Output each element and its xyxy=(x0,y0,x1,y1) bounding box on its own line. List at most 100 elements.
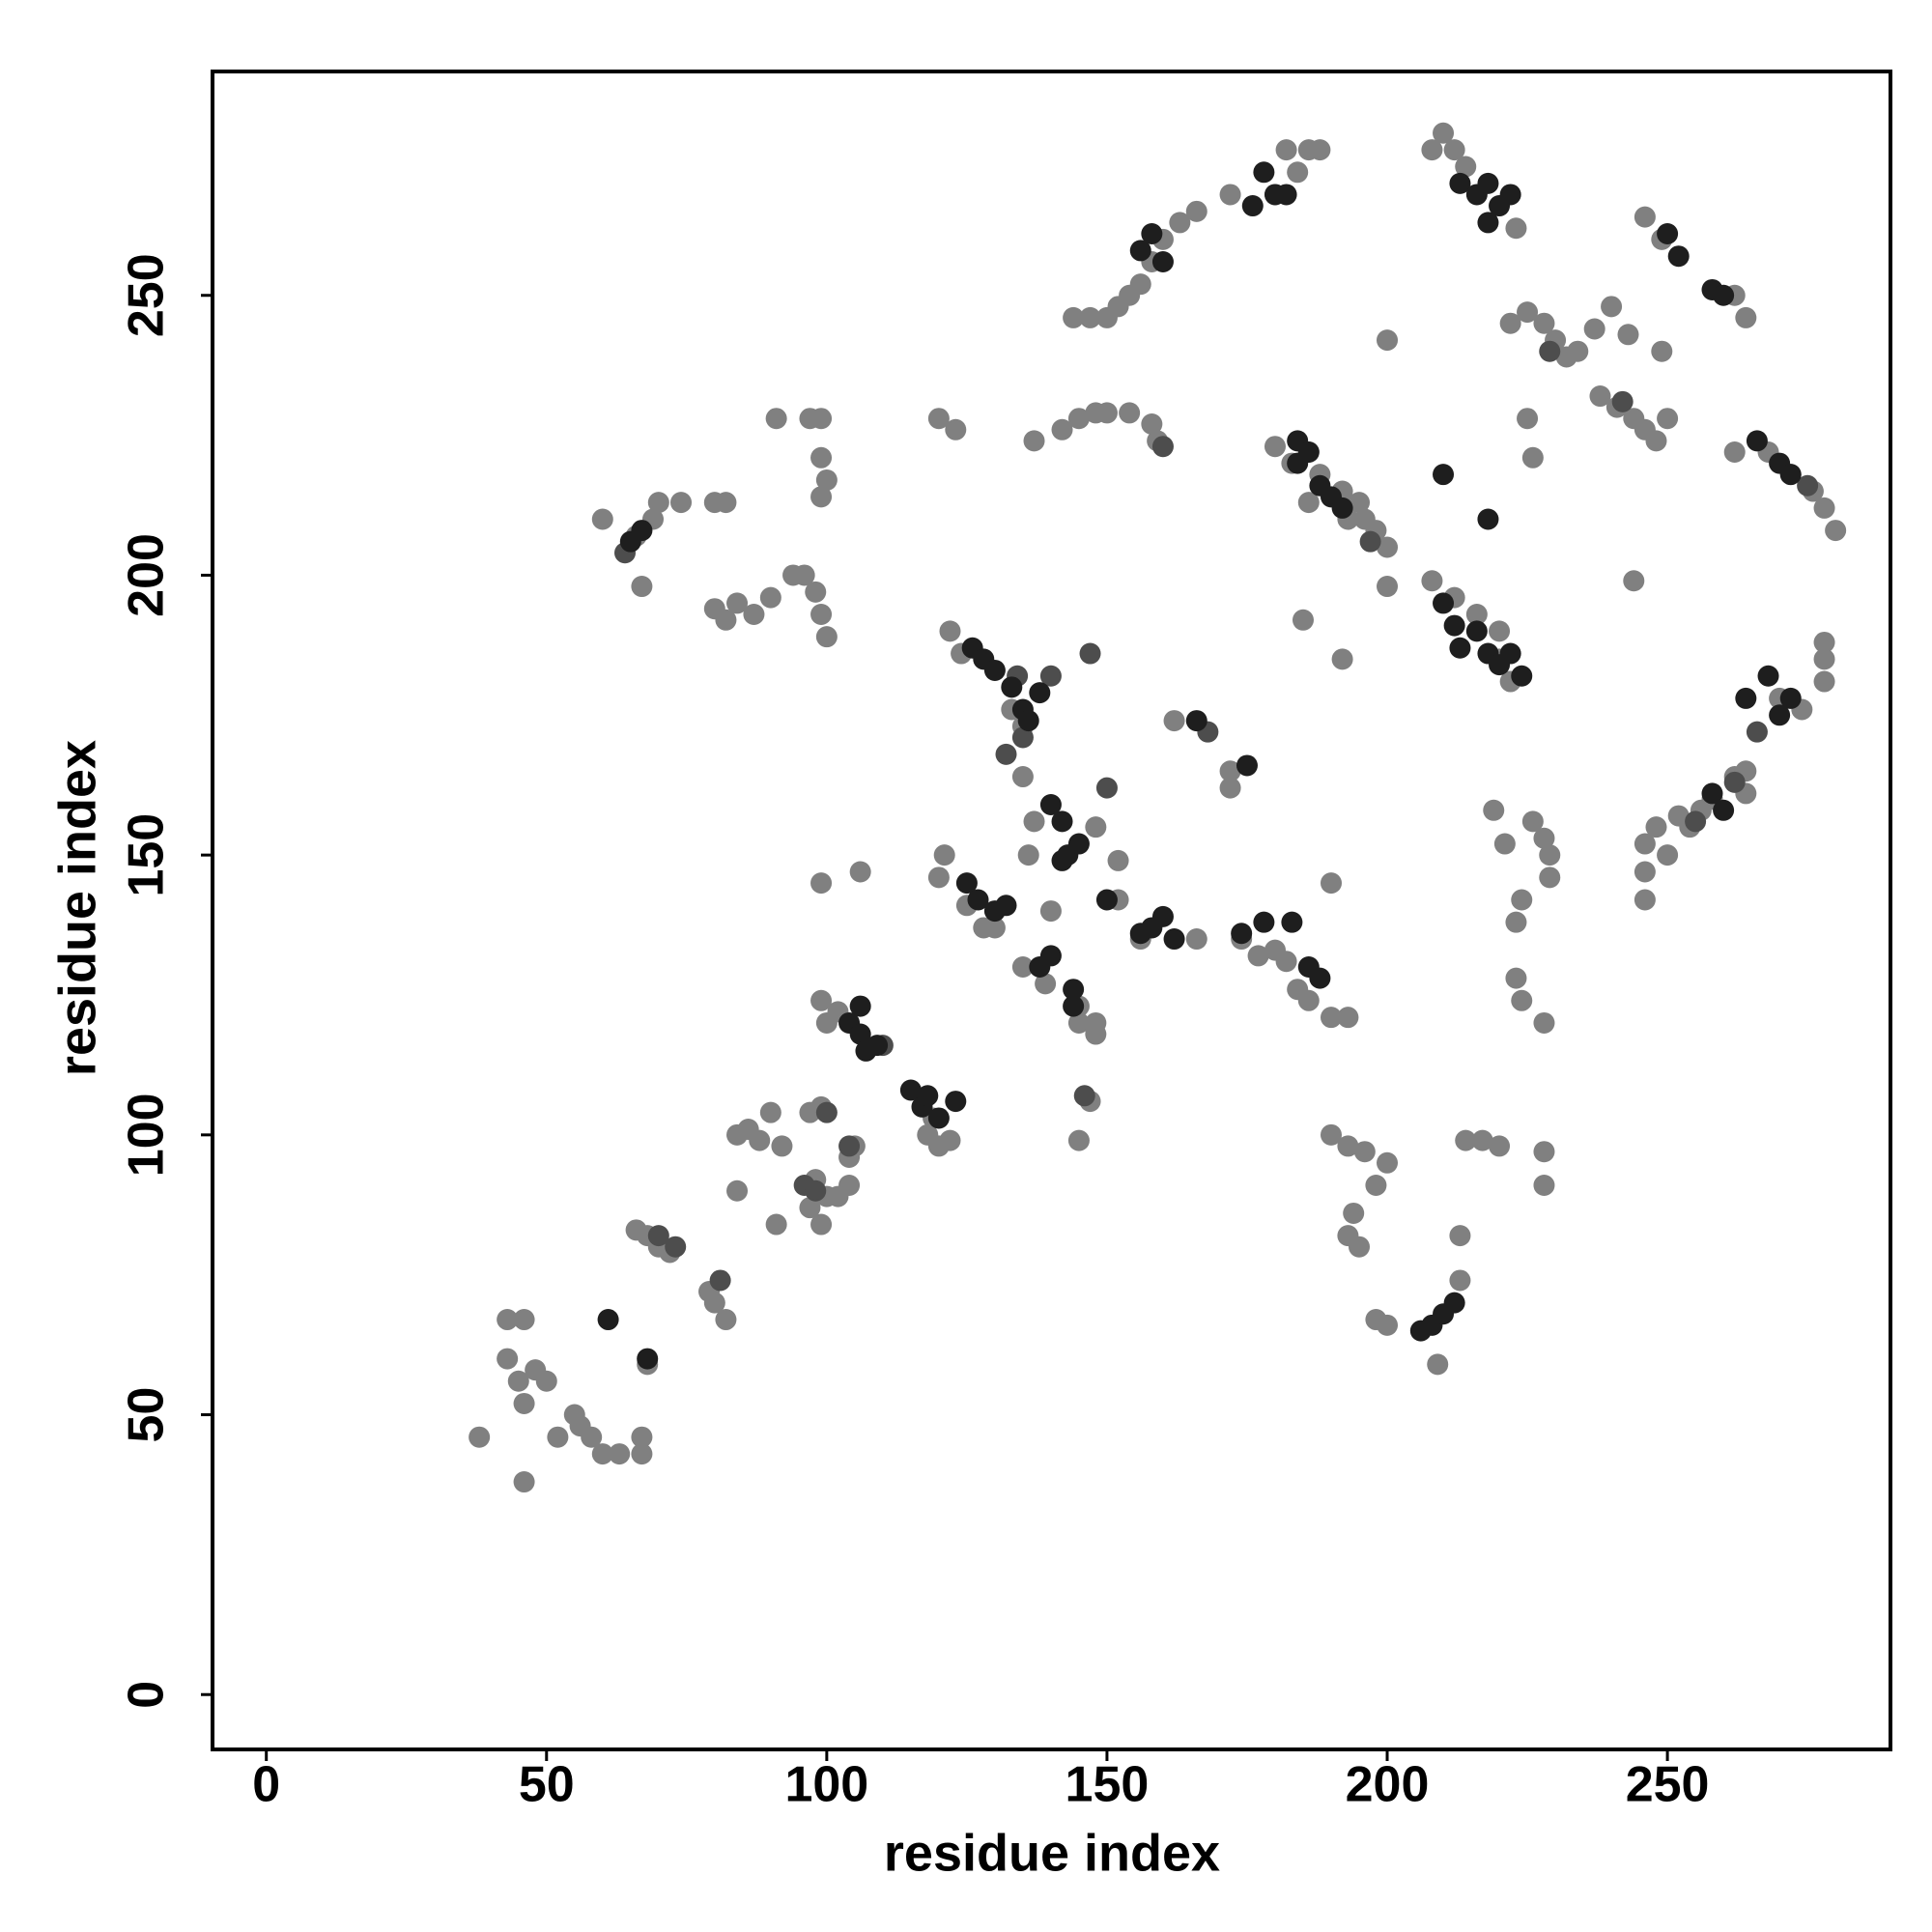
point xyxy=(1011,726,1034,749)
point xyxy=(637,1348,659,1370)
point xyxy=(1735,306,1757,328)
point xyxy=(939,1129,961,1151)
point xyxy=(1247,945,1269,967)
point xyxy=(1533,827,1555,849)
point xyxy=(1287,452,1309,474)
point xyxy=(1063,995,1085,1017)
point xyxy=(983,659,1006,681)
point xyxy=(1645,430,1667,452)
point xyxy=(1813,648,1835,670)
point xyxy=(1353,1141,1376,1163)
point xyxy=(1443,1292,1465,1314)
point xyxy=(726,1179,749,1202)
point xyxy=(1321,1123,1342,1146)
point xyxy=(1017,844,1039,867)
y-tick-label: 0 xyxy=(119,1681,175,1709)
point xyxy=(1236,754,1258,777)
point xyxy=(1489,1135,1511,1157)
point xyxy=(1029,682,1051,704)
point xyxy=(1427,1353,1449,1376)
point xyxy=(715,492,737,514)
point xyxy=(1533,312,1555,334)
point xyxy=(1505,967,1527,989)
point xyxy=(1769,704,1791,726)
point xyxy=(815,469,838,491)
point xyxy=(967,889,989,911)
point xyxy=(1297,492,1320,514)
point xyxy=(703,1292,725,1314)
point xyxy=(1377,1151,1399,1174)
point xyxy=(1657,844,1679,867)
point xyxy=(1287,161,1309,184)
point xyxy=(1589,385,1611,408)
point xyxy=(1185,710,1208,732)
point xyxy=(1085,1011,1107,1034)
point xyxy=(1185,928,1208,951)
point xyxy=(1297,989,1320,1011)
point xyxy=(513,1392,535,1414)
point xyxy=(810,872,833,895)
point xyxy=(1449,1269,1471,1292)
point xyxy=(1421,570,1443,592)
point xyxy=(1511,889,1533,911)
point xyxy=(547,1426,569,1448)
point xyxy=(1141,413,1163,436)
point xyxy=(513,1309,535,1331)
point xyxy=(1231,923,1253,945)
point xyxy=(1489,620,1511,642)
point xyxy=(1365,1174,1387,1196)
point xyxy=(1583,318,1605,340)
point xyxy=(1521,810,1544,833)
point xyxy=(497,1309,519,1331)
point xyxy=(1757,665,1779,687)
point xyxy=(1095,889,1118,911)
point xyxy=(609,1443,631,1465)
point xyxy=(1241,195,1264,217)
point xyxy=(1634,889,1656,911)
point xyxy=(1163,710,1185,732)
point xyxy=(1813,670,1835,693)
point xyxy=(1723,771,1746,793)
point xyxy=(849,1023,871,1045)
point xyxy=(726,592,749,614)
point xyxy=(619,530,641,553)
point xyxy=(1634,861,1656,883)
point xyxy=(1039,793,1062,815)
point xyxy=(1095,402,1118,424)
y-tick-label: 50 xyxy=(119,1387,175,1443)
point xyxy=(1433,464,1455,486)
point xyxy=(1253,161,1275,184)
point xyxy=(1353,508,1376,530)
point xyxy=(1321,1007,1342,1029)
point xyxy=(1051,418,1073,440)
plot-frame xyxy=(211,70,1892,1751)
point xyxy=(1539,340,1561,362)
point xyxy=(1067,1011,1090,1034)
point xyxy=(1129,240,1151,262)
point xyxy=(1349,492,1371,514)
point xyxy=(715,609,737,631)
point xyxy=(1011,956,1034,979)
point xyxy=(1051,849,1073,871)
point xyxy=(1073,1085,1095,1107)
point xyxy=(955,872,978,895)
point xyxy=(670,492,693,514)
point xyxy=(631,1426,653,1448)
point xyxy=(497,1348,519,1370)
point xyxy=(631,576,653,598)
point xyxy=(927,867,950,889)
point xyxy=(1063,306,1085,328)
x-axis-title: residue index xyxy=(884,1824,1220,1882)
point xyxy=(1321,872,1342,895)
point xyxy=(1023,810,1045,833)
point xyxy=(1455,1129,1477,1151)
point xyxy=(799,1197,821,1219)
point xyxy=(793,564,815,586)
point xyxy=(1449,637,1471,659)
point xyxy=(810,446,833,469)
point xyxy=(1264,939,1286,961)
point xyxy=(995,895,1017,917)
x-tick-label: 50 xyxy=(519,1757,575,1813)
point xyxy=(1253,911,1275,933)
